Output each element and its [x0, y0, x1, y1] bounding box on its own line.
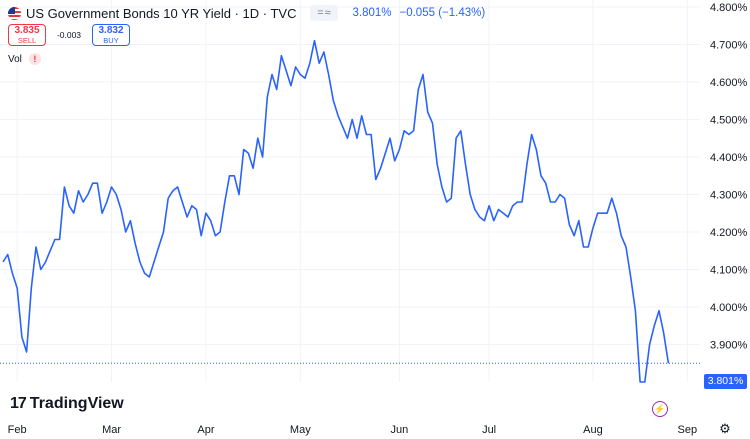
tradingview-logo[interactable]: 17 TradingView	[10, 395, 124, 413]
x-tick-label: Jul	[482, 424, 496, 436]
symbol-title[interactable]: US Government Bonds 10 YR Yield · 1D · T…	[26, 5, 297, 21]
spread-value: -0.003	[56, 30, 82, 40]
gear-icon[interactable]: ⚙	[719, 421, 731, 436]
sell-price: 3.835	[14, 25, 40, 36]
sell-button[interactable]: 3.835 SELL	[8, 24, 46, 46]
us-flag-icon	[8, 6, 21, 20]
sell-label: SELL	[17, 36, 37, 45]
yield-line	[2, 39, 670, 383]
x-tick-label: Apr	[197, 424, 214, 436]
y-tick-label: 4.300%	[710, 190, 748, 202]
y-tick-label: 4.000%	[710, 302, 748, 314]
y-tick-label: 4.800%	[710, 2, 748, 14]
buy-button[interactable]: 3.832 BUY	[92, 24, 130, 46]
x-tick-label: Sep	[678, 424, 698, 436]
y-tick-label: 4.600%	[710, 77, 748, 89]
last-value: 3.801%	[352, 7, 392, 19]
y-tick-label: 4.200%	[710, 227, 748, 239]
chart-header: US Government Bonds 10 YR Yield · 1D · T…	[8, 4, 485, 22]
equal-wave-icon[interactable]: =≈	[310, 5, 339, 21]
volume-label: Vol	[8, 53, 22, 65]
volume-legend[interactable]: Vol !	[8, 53, 41, 65]
grid	[0, 0, 700, 382]
logo-mark: 17	[10, 395, 27, 412]
y-tick-label: 4.400%	[710, 152, 748, 164]
change-value: −0.055 (−1.43%)	[399, 7, 486, 19]
y-axis: 4.800% 4.700% 4.600% 4.500% 4.400% 4.300% 4.20…	[710, 2, 748, 352]
x-tick-label: Mar	[102, 424, 121, 436]
y-tick-label: 4.700%	[710, 40, 748, 52]
trade-panel: 3.835 SELL -0.003 3.832 BUY	[8, 24, 130, 46]
warning-icon[interactable]: !	[28, 53, 41, 65]
x-tick-label: Jun	[391, 424, 409, 436]
buy-price: 3.832	[98, 25, 124, 36]
logo-text: TradingView	[29, 395, 124, 412]
x-tick-label: Feb	[8, 424, 27, 436]
y-tick-label: 3.900%	[710, 340, 748, 352]
lightning-icon[interactable]: ⚡	[652, 401, 668, 417]
buy-label: BUY	[103, 36, 119, 45]
x-tick-label: May	[290, 424, 311, 436]
y-tick-label: 4.100%	[710, 265, 748, 277]
y-tick-label: 4.500%	[710, 115, 748, 127]
x-axis: Feb Mar Apr May Jun Jul Aug Sep	[8, 424, 697, 436]
x-tick-label: Aug	[583, 424, 603, 436]
last-price-tag: 3.801%	[704, 374, 747, 389]
